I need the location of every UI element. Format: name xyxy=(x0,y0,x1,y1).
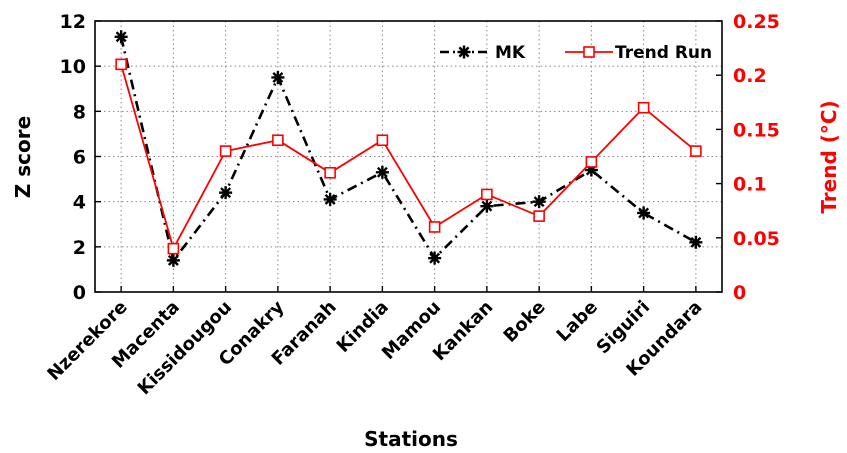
series-1-point xyxy=(481,188,493,201)
y-left-tick-label: 2 xyxy=(73,237,86,259)
tick-layer: 02468101200.050.10.150.20.25NzerekoreMac… xyxy=(43,11,779,399)
legend-mk-marker xyxy=(457,45,471,59)
series-line-0 xyxy=(119,36,697,262)
series-0-point xyxy=(428,251,442,265)
legend-trend-marker xyxy=(583,46,595,58)
legend-mk-asterisk xyxy=(457,45,471,59)
x-tick-label: Nzerekore xyxy=(43,297,131,385)
series-layer xyxy=(114,30,703,267)
series-0-point xyxy=(689,235,703,249)
series-0-point xyxy=(166,253,180,267)
y-axis-left-title: Z score xyxy=(11,116,35,198)
x-tick-label: Kissidougou xyxy=(134,297,236,399)
series-0-point xyxy=(323,192,337,206)
series-1-point xyxy=(585,156,598,168)
series-1-point xyxy=(533,210,545,222)
y-right-tick-label: 0 xyxy=(733,282,746,304)
series-1-point xyxy=(115,58,127,71)
series-0-point xyxy=(219,186,233,200)
legend: MK Trend Run xyxy=(440,43,712,63)
series-0-point xyxy=(114,30,128,44)
series-1-point xyxy=(324,166,336,179)
y-right-tick-label: 0.1 xyxy=(733,174,767,196)
series-1-point xyxy=(690,145,702,157)
series-0-point xyxy=(375,165,389,179)
y-left-tick-label: 10 xyxy=(60,56,86,78)
series-1-point xyxy=(428,221,441,233)
series-line-1 xyxy=(120,64,697,250)
y-left-tick-label: 6 xyxy=(73,147,86,169)
x-axis-title: Stations xyxy=(364,427,458,451)
legend-trend-label: Trend Run xyxy=(615,43,712,63)
x-tick-label: Labe xyxy=(553,297,602,346)
y-axis-right-title: Trend (°C) xyxy=(817,100,841,213)
series-0-point xyxy=(532,195,546,209)
series-1-point xyxy=(376,134,389,147)
y-right-tick-label: 0.25 xyxy=(733,11,780,33)
series-0-point xyxy=(637,206,651,220)
series-1-point xyxy=(637,101,650,114)
series-0-point xyxy=(271,70,285,84)
y-left-tick-label: 4 xyxy=(73,192,86,214)
y-left-tick-label: 12 xyxy=(60,11,86,33)
series-1-point xyxy=(219,145,232,157)
y-left-tick-label: 0 xyxy=(73,282,86,304)
legend-mk-label: MK xyxy=(495,43,526,63)
series-1-point xyxy=(272,134,284,147)
y-right-tick-label: 0.05 xyxy=(733,228,780,250)
series-1-point xyxy=(167,242,180,255)
series-0-point xyxy=(480,199,494,213)
y-right-tick-label: 0.2 xyxy=(733,65,767,87)
x-tick-label: Boke xyxy=(500,297,550,347)
y-left-tick-label: 8 xyxy=(73,101,86,123)
y-right-tick-label: 0.15 xyxy=(733,119,780,141)
